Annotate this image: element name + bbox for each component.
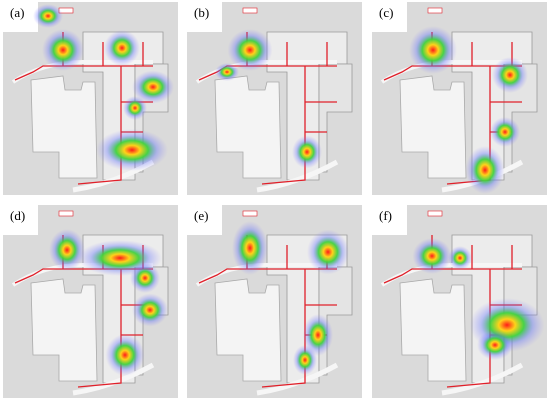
map-corner [187, 205, 222, 235]
entrance-marker [242, 210, 258, 217]
heat-spot [123, 96, 147, 120]
building [451, 31, 533, 181]
map-corner [187, 2, 222, 32]
building [214, 75, 282, 179]
heat-spot [132, 293, 168, 327]
heat-spot [492, 57, 528, 93]
heat-spot [303, 314, 333, 356]
building [214, 278, 282, 382]
heat-spot [49, 229, 85, 271]
panel: (d) [3, 205, 178, 398]
heat-spot [232, 221, 268, 275]
panel: (a) [3, 2, 178, 195]
heat-spot [307, 229, 349, 275]
panel: (f) [372, 205, 547, 398]
road [72, 362, 155, 396]
panel-label: (a) [10, 5, 24, 20]
heat-spot [477, 330, 513, 360]
road [441, 362, 524, 396]
panel-label: (f) [379, 208, 392, 223]
heat-spot [448, 246, 472, 270]
map-corner [3, 205, 38, 235]
building [30, 278, 98, 382]
entrance-marker [242, 7, 258, 14]
heat-spot [465, 146, 505, 194]
heat-spot [409, 26, 457, 74]
building [266, 31, 348, 181]
building [399, 75, 467, 179]
heat-spot [215, 63, 239, 81]
panel-label: (e) [194, 208, 208, 223]
panel-label: (b) [194, 5, 209, 20]
heat-spot [132, 70, 174, 104]
map-corner [3, 2, 38, 32]
entrance-marker [427, 210, 443, 217]
map-corner [372, 2, 407, 32]
panel: (c) [372, 2, 547, 195]
heat-spot [130, 263, 160, 293]
road [256, 362, 339, 396]
heat-spot [104, 30, 140, 66]
panel: (e) [187, 205, 362, 398]
panel: (b) [187, 2, 362, 195]
heat-spot [96, 129, 168, 171]
heat-spot [292, 135, 322, 169]
heat-spot [42, 29, 84, 71]
entrance-marker [58, 210, 74, 217]
heat-spot [490, 117, 520, 147]
heat-spot [33, 4, 63, 28]
heat-spot [105, 334, 145, 376]
heat-spot [293, 345, 317, 375]
building [30, 75, 98, 179]
map-corner [372, 205, 407, 235]
panel-label: (d) [10, 208, 25, 223]
heat-spot [227, 29, 273, 71]
heat-spot [412, 238, 452, 274]
building [399, 278, 467, 382]
panel-label: (c) [379, 5, 393, 20]
entrance-marker [427, 7, 443, 14]
road [256, 159, 339, 193]
